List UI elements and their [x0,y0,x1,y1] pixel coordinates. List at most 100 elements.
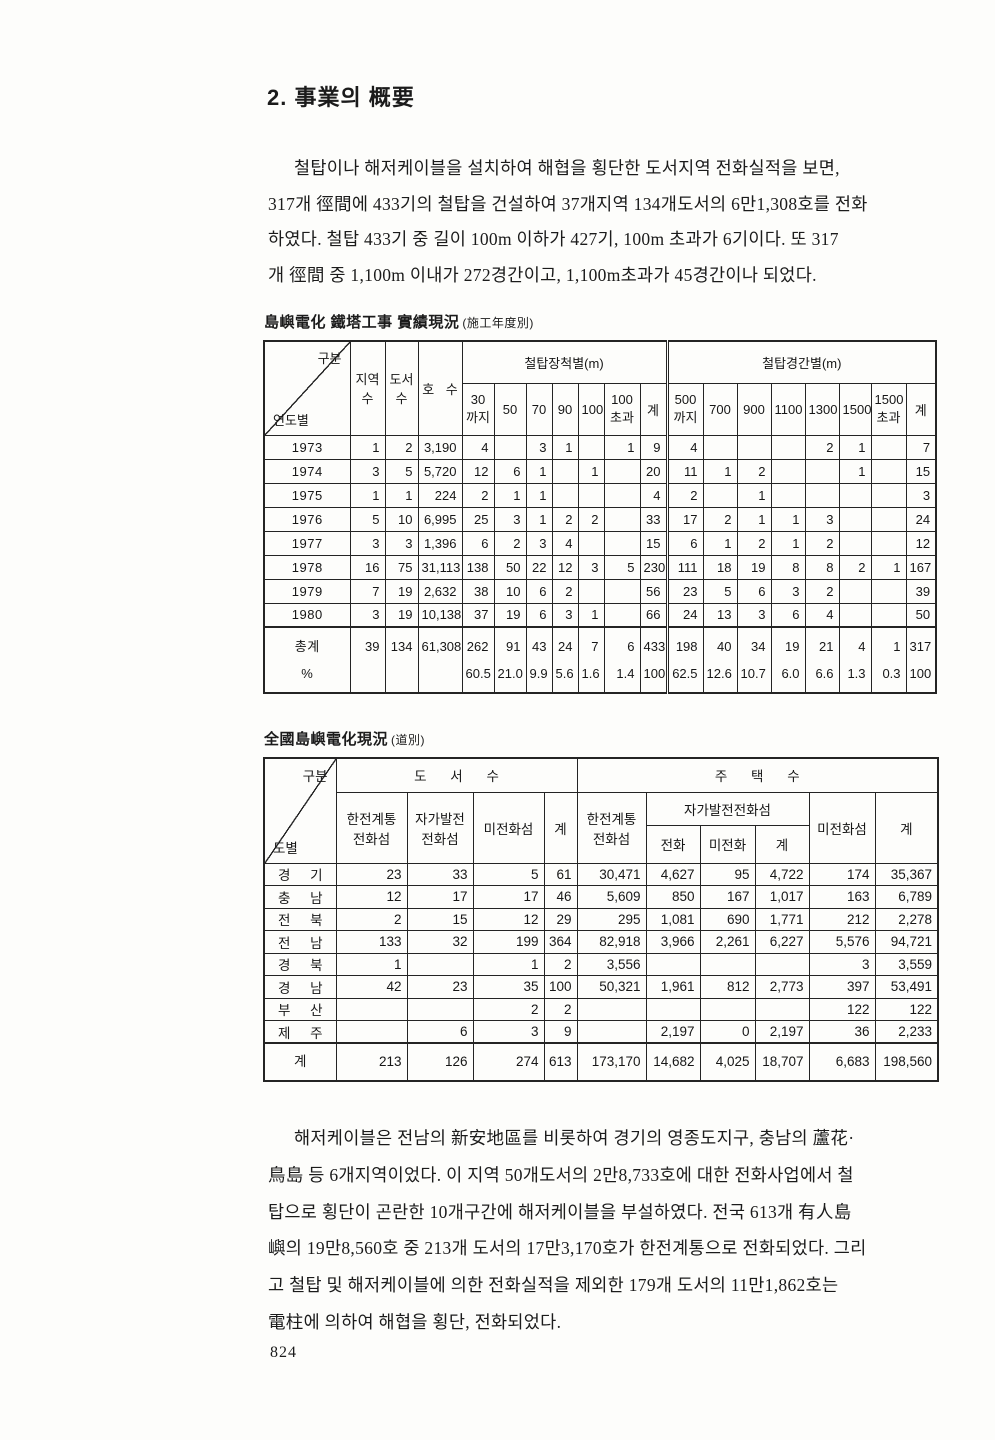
data-cell: 16 [349,554,386,580]
corner-label-province: 도별 [273,840,298,856]
data-cell: 3 [804,506,840,532]
data-cell: 95 [699,862,756,886]
table-row: 충 남 12 17 17 46 5,609 850 167 1,017 163 6,789 [263,885,939,909]
data-cell: 2 [804,530,840,556]
data-cell: 138 [461,554,495,580]
data-cell: 17 [665,506,704,532]
table-row: 1974 3 5 5,720 12 6 1 1 20 11 1 2 1 15 [263,458,937,484]
col-header: 100 [577,382,605,436]
data-cell: 2 [736,530,772,556]
data-cell [770,482,806,508]
data-cell: 3 [384,530,419,556]
data-cell: 2,197 [754,1020,810,1044]
data-cell: 1,961 [645,975,701,999]
group-header-tower-height: 철탑장척별(m) [461,340,668,384]
row-header-cell: 1979 [263,578,351,604]
data-cell: 8 [770,554,806,580]
data-cell: 15 [639,530,668,556]
data-cell: 2 [804,434,840,460]
table1-caption: 島嶼電化 鐵塔工事 實績現況 (施工年度別) [264,311,534,332]
col-header: 30 까지 [461,382,495,436]
data-cell: 19 6.0 [770,626,806,694]
col-header: 계 [754,824,810,864]
data-cell [754,997,810,1021]
data-cell: 2,632 [417,578,463,604]
row-header-cell: 경 북 [263,952,337,976]
data-cell: 12 [905,530,937,556]
data-cell [838,482,872,508]
data-cell: 1 [577,602,605,628]
table-row: 1973 1 2 3,190 4 3 1 1 9 4 2 1 7 [263,434,937,460]
table-row: 전 북 2 15 12 29 295 1,081 690 1,771 212 2,278 [263,907,939,931]
data-cell: 6 [770,602,806,628]
data-cell: 1 [838,458,872,484]
row-header-cell: 경 남 [263,975,337,999]
data-cell: 850 [645,885,701,909]
data-cell: 3 [493,506,527,532]
data-cell: 18 [702,554,738,580]
data-cell [645,952,701,976]
data-cell: 2 [493,530,527,556]
data-cell: 3 [472,1020,545,1044]
data-cell: 30,471 [576,862,647,886]
data-cell: 230 [639,554,668,580]
row-header-cell: 1974 [263,458,351,484]
data-cell: 39 [905,578,937,604]
col-header: 1300 [804,382,840,436]
table1-caption-note: (施工年度別) [462,316,534,330]
data-cell [576,1020,647,1044]
data-cell [702,482,738,508]
data-cell [770,434,806,460]
data-cell: 2,278 [874,907,939,931]
data-cell: 100 [543,975,578,999]
data-cell: 19 [384,578,419,604]
data-cell: 1 [493,482,527,508]
data-cell: 7 [905,434,937,460]
table-row: 계 213 126 274 613 173,170 14,682 4,025 18,707 6,6… [263,1042,939,1082]
data-cell: 40 12.6 [702,626,738,694]
group-header-selfgen-house: 자가발전전화섬 [645,791,810,826]
col-header: 700 [702,382,738,436]
data-cell: 53,491 [874,975,939,999]
data-cell: 10,138 [417,602,463,628]
data-cell: 31,113 [417,554,463,580]
data-cell: 21 6.6 [804,626,840,694]
table-row: 1975 1 1 224 2 1 1 4 2 1 3 [263,482,937,508]
data-cell: 3 [736,602,772,628]
col-header-household-count: 호 수 [417,340,463,436]
data-cell: 167 [699,885,756,909]
data-cell: 34 10.7 [736,626,772,694]
data-cell: 3 [349,458,386,484]
data-cell: 4 [551,530,579,556]
data-cell: 9 [639,434,668,460]
data-cell [754,952,810,976]
col-header-region-count: 지역 수 [349,340,386,436]
data-cell: 38 [461,578,495,604]
data-cell: 1 [702,530,738,556]
data-cell: 2 [384,434,419,460]
data-cell: 295 [576,907,647,931]
data-cell: 4 [461,434,495,460]
data-cell [870,578,907,604]
data-cell: 8 [804,554,840,580]
data-cell [870,506,907,532]
data-cell: 1 [603,434,641,460]
data-cell: 1 [472,952,545,976]
data-cell: 19 [384,602,419,628]
data-cell: 198,560 [874,1042,939,1082]
col-header-kepco-house: 한전계통 전화섬 [576,791,647,864]
corner-header-cell: 구분 도별 [263,757,337,864]
data-cell: 397 [808,975,876,999]
data-cell: 126 [406,1042,474,1082]
data-cell: 212 [808,907,876,931]
data-cell: 15 [406,907,474,931]
col-header-selfgen-island: 자가발전 전화섬 [406,791,474,864]
data-cell: 43 9.9 [525,626,553,694]
data-cell: 4 1.3 [838,626,872,694]
data-cell: 2 [543,952,578,976]
row-header-cell: 1977 [263,530,351,556]
data-cell: 5,576 [808,930,876,954]
data-cell: 35,367 [874,862,939,886]
data-cell [551,482,579,508]
